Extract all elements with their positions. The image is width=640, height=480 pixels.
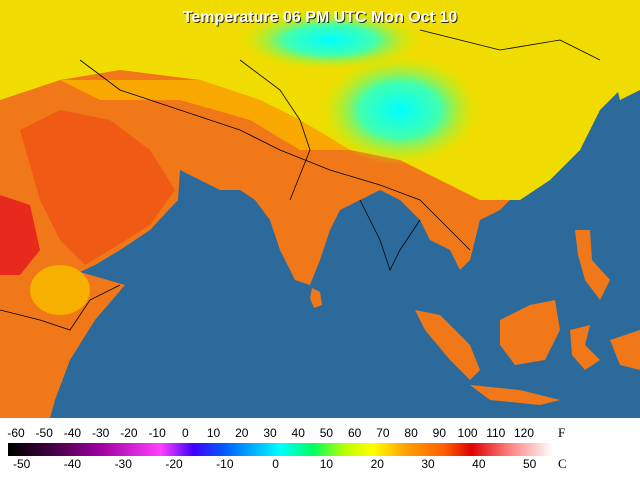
celsius-tick-label: 10 [320, 457, 334, 471]
map-title: Temperature 06 PM UTC Mon Oct 10 [183, 9, 458, 26]
celsius-tick-label: -40 [64, 457, 82, 471]
unit-label: C [558, 456, 567, 471]
celsius-tick-label: 30 [421, 457, 435, 471]
celsius-tick-label: 50 [523, 457, 537, 471]
fahrenheit-tick-label: -60 [7, 426, 25, 440]
fahrenheit-tick-label: -30 [92, 426, 110, 440]
fahrenheit-tick-label: -40 [64, 426, 82, 440]
fahrenheit-tick-label: -20 [120, 426, 138, 440]
fahrenheit-tick-label: 120 [514, 426, 534, 440]
border [359, 199, 421, 272]
philippines [575, 230, 610, 300]
fahrenheit-tick-label: 0 [182, 426, 189, 440]
border [0, 284, 121, 331]
fahrenheit-tick-label: 30 [263, 426, 277, 440]
unit-label: F [558, 425, 565, 440]
japan [610, 40, 640, 100]
border [239, 59, 311, 201]
celsius-tick-label: 40 [472, 457, 486, 471]
celsius-tick-label: 20 [371, 457, 385, 471]
border [79, 59, 471, 251]
fahrenheit-tick-label: 110 [486, 426, 505, 440]
fahrenheit-tick-label: 80 [404, 426, 418, 440]
fahrenheit-tick-label: 40 [292, 426, 306, 440]
fahrenheit-tick-label: 90 [433, 426, 447, 440]
map-title: Temperature 06 PM UTC Mon Oct 10 [184, 10, 459, 27]
color-bar [8, 443, 553, 456]
land-very-hot [0, 195, 40, 275]
celsius-tick-label: -30 [115, 457, 133, 471]
celsius-tick-label: -10 [216, 457, 234, 471]
fahrenheit-tick-label: 100 [458, 426, 478, 440]
celsius-tick-label: -50 [13, 457, 31, 471]
fahrenheit-tick-label: -50 [36, 426, 54, 440]
new-guinea [610, 330, 640, 370]
cool-region [240, 10, 420, 70]
sumatra [415, 310, 480, 380]
sulawesi [570, 325, 600, 370]
fahrenheit-tick-label: 60 [348, 426, 362, 440]
fahrenheit-tick-label: 50 [320, 426, 334, 440]
land-hot [20, 110, 175, 265]
fahrenheit-tick-label: 70 [376, 426, 390, 440]
cold-region [320, 55, 480, 165]
celsius-tick-label: -20 [165, 457, 183, 471]
fahrenheit-tick-label: -10 [148, 426, 166, 440]
sri-lanka [310, 288, 322, 308]
borneo [500, 300, 560, 365]
java [470, 385, 560, 405]
fahrenheit-tick-label: 10 [207, 426, 221, 440]
border [419, 29, 601, 61]
land-mild-2 [60, 80, 350, 150]
highland [30, 265, 90, 315]
fahrenheit-tick-label: 20 [235, 426, 249, 440]
celsius-tick-label: 0 [272, 457, 279, 471]
land-mild [0, 0, 640, 200]
